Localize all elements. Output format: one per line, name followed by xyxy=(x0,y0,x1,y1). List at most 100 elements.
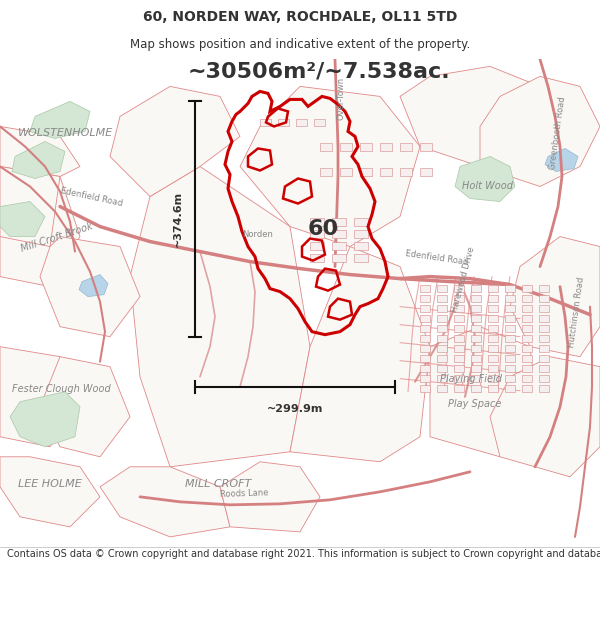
Polygon shape xyxy=(0,166,80,287)
Bar xyxy=(420,365,430,372)
Bar xyxy=(454,385,464,392)
Bar xyxy=(320,169,332,176)
Polygon shape xyxy=(290,247,430,462)
Bar xyxy=(420,169,432,176)
Bar xyxy=(437,354,447,362)
Bar xyxy=(310,229,324,238)
Bar xyxy=(488,385,498,392)
Text: Contains OS data © Crown copyright and database right 2021. This information is : Contains OS data © Crown copyright and d… xyxy=(7,549,600,559)
Polygon shape xyxy=(480,76,600,186)
Bar xyxy=(539,354,549,362)
Bar xyxy=(505,314,515,322)
Polygon shape xyxy=(0,126,80,176)
Bar xyxy=(522,334,532,342)
Text: ~30506m²/~7.538ac.: ~30506m²/~7.538ac. xyxy=(188,61,451,81)
Bar xyxy=(471,294,481,302)
Bar xyxy=(471,344,481,352)
Polygon shape xyxy=(0,347,80,447)
Bar xyxy=(488,324,498,332)
Text: Edenfield Road: Edenfield Road xyxy=(405,249,469,267)
Polygon shape xyxy=(430,327,540,457)
Bar xyxy=(454,334,464,342)
Bar xyxy=(437,324,447,332)
Bar xyxy=(320,144,332,151)
Bar xyxy=(332,254,346,262)
Bar xyxy=(522,304,532,312)
Bar xyxy=(420,324,430,332)
Bar xyxy=(340,144,352,151)
Text: 60, NORDEN WAY, ROCHDALE, OL11 5TD: 60, NORDEN WAY, ROCHDALE, OL11 5TD xyxy=(143,9,457,24)
Bar xyxy=(454,294,464,302)
Polygon shape xyxy=(240,86,420,247)
Bar xyxy=(471,324,481,332)
Text: Holt Wood: Holt Wood xyxy=(462,181,513,191)
Bar xyxy=(420,284,430,292)
Text: Roods Lane: Roods Lane xyxy=(220,488,269,499)
Text: Edenfield Road: Edenfield Road xyxy=(60,186,124,209)
Text: Playing Field: Playing Field xyxy=(440,374,502,384)
Bar xyxy=(539,375,549,382)
Bar xyxy=(420,354,430,362)
Bar xyxy=(488,314,498,322)
Bar xyxy=(400,144,412,151)
Bar xyxy=(505,304,515,312)
Text: 60: 60 xyxy=(308,219,339,239)
Bar xyxy=(437,385,447,392)
Bar xyxy=(380,169,392,176)
Bar xyxy=(488,294,498,302)
Bar xyxy=(539,334,549,342)
Bar xyxy=(354,241,368,249)
Polygon shape xyxy=(100,467,230,537)
Bar xyxy=(437,304,447,312)
Text: Norden: Norden xyxy=(242,229,273,239)
Bar xyxy=(505,344,515,352)
Polygon shape xyxy=(130,166,310,467)
Bar xyxy=(471,314,481,322)
Polygon shape xyxy=(490,357,600,477)
Bar xyxy=(488,334,498,342)
Bar xyxy=(539,324,549,332)
Text: ~299.9m: ~299.9m xyxy=(267,404,323,414)
Bar xyxy=(420,144,432,151)
Text: Map shows position and indicative extent of the property.: Map shows position and indicative extent… xyxy=(130,38,470,51)
Bar xyxy=(505,365,515,372)
Bar xyxy=(505,385,515,392)
Bar xyxy=(522,314,532,322)
Bar xyxy=(332,229,346,238)
Bar xyxy=(420,294,430,302)
Bar xyxy=(310,241,324,249)
Bar xyxy=(420,375,430,382)
Bar xyxy=(488,375,498,382)
Bar xyxy=(471,375,481,382)
Bar xyxy=(278,119,289,126)
Polygon shape xyxy=(510,236,600,357)
Bar xyxy=(454,344,464,352)
Bar xyxy=(437,314,447,322)
Bar xyxy=(488,284,498,292)
Text: Harewood Drive: Harewood Drive xyxy=(450,246,476,314)
Bar xyxy=(437,344,447,352)
Bar xyxy=(522,385,532,392)
Bar xyxy=(310,217,324,226)
Bar xyxy=(454,314,464,322)
Bar xyxy=(505,375,515,382)
Bar xyxy=(522,294,532,302)
Bar xyxy=(314,119,325,126)
Bar xyxy=(505,324,515,332)
Bar xyxy=(539,294,549,302)
Bar xyxy=(488,354,498,362)
Bar xyxy=(539,284,549,292)
Bar xyxy=(471,304,481,312)
Bar xyxy=(360,169,372,176)
Bar xyxy=(340,169,352,176)
Bar xyxy=(539,304,549,312)
Bar xyxy=(420,385,430,392)
Bar xyxy=(471,284,481,292)
Text: Play Space: Play Space xyxy=(448,399,502,409)
Bar xyxy=(420,344,430,352)
Polygon shape xyxy=(545,149,578,171)
Polygon shape xyxy=(0,201,45,236)
Text: Hutchinson Road: Hutchinson Road xyxy=(567,277,586,349)
Bar xyxy=(522,344,532,352)
Bar xyxy=(522,354,532,362)
